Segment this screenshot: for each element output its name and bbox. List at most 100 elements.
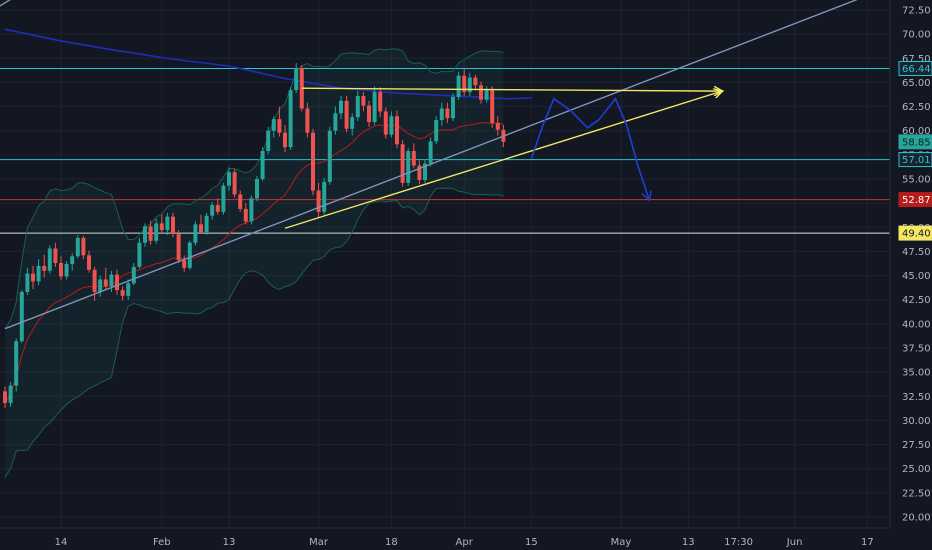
y-tick-label: 27.50 <box>902 440 931 451</box>
x-tick-label: 14 <box>55 537 68 548</box>
candle-body <box>143 226 147 243</box>
trendline <box>284 91 722 229</box>
candle-body <box>227 172 231 186</box>
x-tick-label: Jun <box>786 537 803 548</box>
candle-body <box>148 226 153 241</box>
candle-body <box>92 269 97 292</box>
candle-body <box>400 144 405 183</box>
candle-body <box>378 92 383 112</box>
y-tick-label: 65.00 <box>902 78 931 89</box>
price-badge-text: 52.87 <box>902 195 931 206</box>
candle-body <box>115 274 119 291</box>
candle-body <box>109 274 114 287</box>
candle-body <box>81 237 86 256</box>
candle-body <box>266 130 271 151</box>
price-badge <box>898 152 932 168</box>
candle-body <box>199 224 203 233</box>
y-tick-label: 47.50 <box>902 247 931 258</box>
candle-body <box>417 165 422 180</box>
candle-body <box>439 108 444 121</box>
x-tick-label: Mar <box>309 537 329 548</box>
candle-body <box>423 163 427 180</box>
candle-body <box>98 279 103 292</box>
candle-body <box>131 266 136 284</box>
candle-body <box>277 119 282 133</box>
trendlines[interactable] <box>0 0 867 330</box>
candle-body <box>411 150 416 166</box>
candle-body <box>288 90 293 148</box>
y-tick-label: 25.00 <box>902 464 931 475</box>
candle-body <box>238 194 243 209</box>
candle-body <box>103 279 108 287</box>
candle-body <box>495 122 500 130</box>
candle-body <box>395 116 399 145</box>
candle-body <box>260 150 265 179</box>
candle-body <box>154 223 159 241</box>
candle-body <box>311 132 315 191</box>
candle-body <box>19 291 24 342</box>
candle-body <box>406 150 411 183</box>
band-middle <box>4 122 504 404</box>
candle-body <box>193 224 198 243</box>
x-tick-label: May <box>611 537 632 548</box>
candle-body <box>462 75 467 93</box>
price-badge-text: 57.01 <box>902 155 931 166</box>
price-badge <box>898 61 932 77</box>
candle-body <box>484 90 489 100</box>
candle-body <box>479 85 483 100</box>
candle-body <box>53 248 58 264</box>
candle-body <box>159 223 164 231</box>
y-tick-label: 35.00 <box>902 368 931 379</box>
y-tick-label: 30.00 <box>902 416 931 427</box>
y-axis-panel <box>890 0 932 550</box>
candle-body <box>210 205 215 216</box>
candle-body <box>372 92 377 123</box>
projection-path[interactable] <box>530 97 649 199</box>
candle-body <box>361 95 366 106</box>
x-tick-label: 13 <box>682 537 695 548</box>
candle-body <box>215 205 220 212</box>
x-axis-panel <box>0 528 932 550</box>
y-tick-label: 22.50 <box>902 488 931 499</box>
candle-body <box>283 132 287 148</box>
candle-body <box>271 119 276 131</box>
candle-body <box>389 116 394 135</box>
price-labels: 66.44 58.85 57.01 52.87 49.40 <box>898 61 932 241</box>
candle-body <box>87 255 91 270</box>
price-badge-text: 58.85 <box>902 137 931 148</box>
trendline <box>301 88 722 91</box>
candle-body <box>333 113 338 131</box>
grid <box>0 0 890 528</box>
candle-body <box>367 105 371 123</box>
x-tick-label: 17 <box>861 537 874 548</box>
candle-body <box>490 90 495 123</box>
candle-body <box>327 130 332 182</box>
candle-body <box>25 273 30 292</box>
candle-body <box>70 256 75 264</box>
candle-body <box>249 198 254 222</box>
candle-body <box>3 391 7 404</box>
trendline <box>4 0 858 330</box>
projection-line <box>530 97 649 199</box>
candle-body <box>445 108 450 119</box>
bollinger-bands <box>4 48 504 478</box>
candle-body <box>187 242 192 268</box>
candle-body <box>182 260 187 268</box>
y-tick-label: 32.50 <box>902 392 931 403</box>
candle-body <box>467 77 472 93</box>
candle-body <box>350 117 355 129</box>
candle-body <box>344 100 349 129</box>
candle-body <box>59 263 63 277</box>
y-tick-label: 45.00 <box>902 271 931 282</box>
y-tick-label: 67.50 <box>902 54 931 65</box>
candle-body <box>42 265 47 271</box>
candle-body <box>316 190 321 212</box>
candle-body <box>473 77 478 86</box>
candle-body <box>451 96 455 119</box>
moving-average-200 <box>4 28 532 100</box>
candle-body <box>456 75 461 97</box>
candle-body <box>176 234 181 261</box>
